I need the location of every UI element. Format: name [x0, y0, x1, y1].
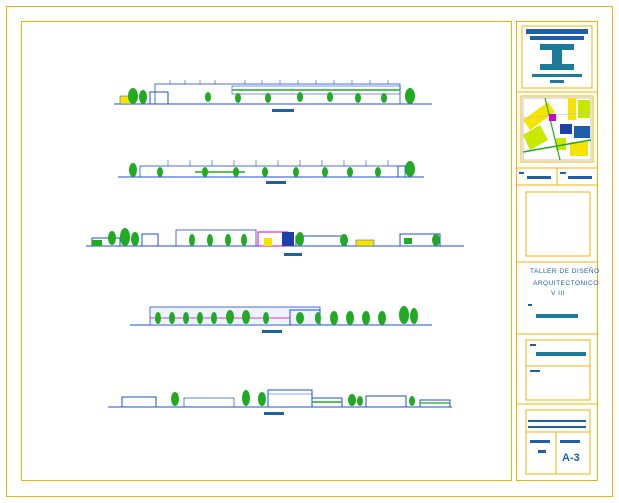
elevation-4 [130, 306, 432, 333]
sheet-number: A-3 [562, 452, 580, 464]
elevation-3 [86, 228, 464, 256]
course-title-line2: ARQUITECTONICO [533, 280, 599, 287]
course-title-line1: TALLER DE DISEÑO [530, 268, 600, 275]
elevation-2 [118, 160, 424, 184]
title-block [516, 91, 598, 405]
label-row [519, 172, 592, 179]
elevation-5 [108, 389, 452, 415]
title-block-frame [516, 21, 598, 481]
names-panel [525, 339, 591, 401]
sheet-info-panel [525, 409, 591, 475]
elevation-1 [114, 80, 432, 112]
course-panel [528, 304, 578, 318]
university-logo [521, 25, 593, 89]
blank-panel [525, 191, 591, 257]
outer-frame [6, 6, 613, 497]
location-map [520, 95, 594, 163]
drawing-area-frame [21, 21, 512, 481]
course-title-line3: V III [551, 290, 566, 297]
